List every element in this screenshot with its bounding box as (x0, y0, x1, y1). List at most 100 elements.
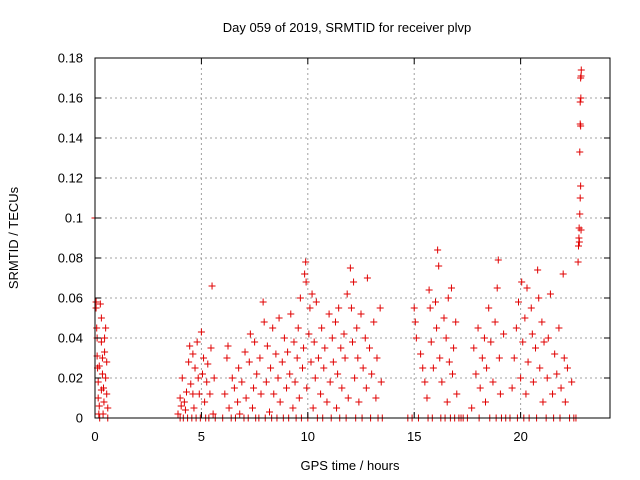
data-point (208, 282, 216, 290)
data-point (551, 350, 559, 358)
data-point (207, 344, 215, 352)
data-point (242, 394, 250, 402)
data-point (101, 334, 109, 342)
data-point (101, 348, 109, 356)
data-point (93, 324, 101, 332)
data-point (447, 284, 455, 292)
data-point (305, 330, 313, 338)
data-point (576, 210, 584, 218)
y-tick-label: 0.02 (58, 371, 83, 386)
data-point (302, 278, 310, 286)
data-point (241, 348, 249, 356)
data-point (94, 394, 102, 402)
y-tick-label: 0 (76, 411, 83, 426)
data-point (260, 318, 268, 326)
data-point (372, 394, 380, 402)
data-point (436, 354, 444, 362)
data-point (577, 94, 585, 102)
data-point (522, 390, 530, 398)
data-point (529, 378, 537, 386)
data-point (259, 298, 267, 306)
data-point (423, 394, 431, 402)
data-point (97, 386, 105, 394)
data-point (251, 338, 259, 346)
data-point (517, 374, 525, 382)
data-point (494, 256, 502, 264)
data-point (98, 370, 106, 378)
x-tick-label: 10 (301, 429, 315, 444)
data-point (331, 318, 339, 326)
data-point (294, 324, 302, 332)
data-point (575, 242, 583, 250)
data-point (450, 344, 458, 352)
data-point (275, 314, 283, 322)
data-point (246, 330, 254, 338)
data-point (474, 324, 482, 332)
data-point (483, 364, 491, 372)
data-point (250, 384, 258, 392)
data-point (527, 304, 535, 312)
data-point (346, 264, 354, 272)
data-point (555, 324, 563, 332)
data-point (361, 334, 369, 342)
data-point (262, 378, 270, 386)
data-point (278, 358, 286, 366)
data-point (95, 402, 103, 410)
data-point (577, 66, 585, 74)
data-point (191, 364, 199, 372)
data-point (269, 324, 277, 332)
data-point (95, 362, 103, 370)
data-point (431, 298, 439, 306)
data-point (433, 324, 441, 332)
data-point (293, 354, 301, 362)
data-point (508, 384, 516, 392)
data-point (353, 324, 361, 332)
data-point (329, 358, 337, 366)
data-point (341, 354, 349, 362)
data-point (440, 314, 448, 322)
data-point (482, 398, 490, 406)
data-point (266, 408, 274, 416)
data-point (427, 338, 435, 346)
data-point (536, 364, 544, 372)
x-tick-label: 20 (513, 429, 527, 444)
data-point (347, 304, 355, 312)
data-point (417, 350, 425, 358)
data-point (309, 404, 317, 412)
data-point (185, 358, 193, 366)
y-tick-label: 0.1 (65, 211, 83, 226)
data-point (543, 374, 551, 382)
data-point (523, 284, 531, 292)
data-point (577, 122, 585, 130)
data-point (284, 348, 292, 356)
data-point (444, 294, 452, 302)
data-point (295, 394, 303, 402)
data-point (468, 404, 476, 412)
axis-ticks (94, 57, 610, 419)
data-point (307, 358, 315, 366)
data-point (98, 354, 106, 362)
data-point (489, 378, 497, 386)
data-point (333, 404, 341, 412)
data-point (561, 398, 569, 406)
data-point (366, 344, 374, 352)
data-point (544, 334, 552, 342)
data-point (535, 294, 543, 302)
tick-labels: 0 0.02 0.04 0.06 0.08 0.1 0.12 0.14 0.16 0.18 0 5 10… (58, 51, 528, 445)
data-point (257, 390, 265, 398)
y-tick-label: 0.18 (58, 51, 83, 66)
data-point (443, 398, 451, 406)
data-point (238, 378, 246, 386)
data-point (540, 338, 548, 346)
data-point (96, 300, 104, 308)
data-point (559, 270, 567, 278)
data-points (91, 66, 585, 422)
data-point (363, 274, 371, 282)
data-point (102, 374, 110, 382)
data-point (412, 334, 420, 342)
data-point (178, 374, 186, 382)
data-point (245, 358, 253, 366)
data-point (359, 364, 367, 372)
data-point (487, 338, 495, 346)
data-point (228, 374, 236, 382)
